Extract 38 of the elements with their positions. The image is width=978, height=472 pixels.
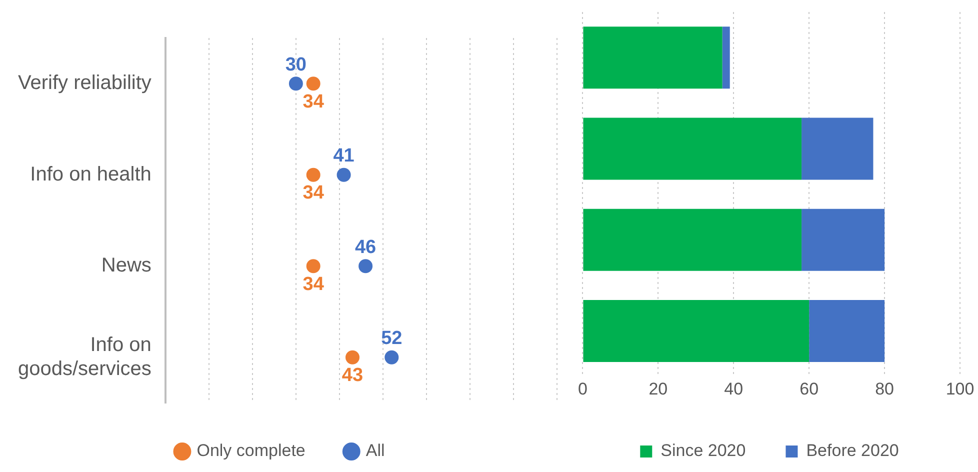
data-label: 41	[333, 146, 355, 167]
point	[288, 76, 303, 91]
bar	[722, 26, 730, 89]
point	[358, 259, 373, 274]
y-tick-label: News	[101, 254, 152, 277]
x-tick-label: 20	[648, 379, 668, 398]
y-tick-label: Info on goods/services	[18, 334, 152, 380]
bar	[802, 208, 885, 271]
legend-label: All	[366, 441, 385, 460]
bar	[802, 118, 874, 180]
point	[306, 76, 320, 91]
y-tick-label: Verify reliability	[18, 72, 152, 94]
point	[306, 259, 320, 274]
legend-label: Before 2020	[806, 441, 899, 460]
point	[336, 168, 351, 182]
y-tick-label: Info on health	[30, 163, 152, 186]
x-tick-label: 100	[946, 379, 974, 398]
data-label: 34	[302, 274, 324, 295]
bar	[583, 300, 810, 362]
data-label: 34	[302, 91, 324, 112]
bar	[583, 26, 722, 89]
point	[345, 350, 360, 364]
x-tick-label: 60	[800, 379, 819, 398]
x-tick-label: 40	[724, 379, 744, 398]
x-tick-label: 0	[578, 379, 588, 398]
point	[306, 168, 320, 182]
bar	[583, 208, 802, 271]
legend-label: Since 2020	[660, 441, 746, 460]
data-label: 34	[302, 182, 324, 204]
legend-label: Only complete	[196, 441, 306, 460]
data-label: 46	[354, 236, 376, 258]
data-label: 52	[381, 328, 402, 350]
point	[384, 350, 399, 364]
data-label: 43	[342, 365, 364, 386]
data-label: 30	[285, 54, 307, 76]
bar	[583, 118, 802, 180]
x-tick-label: 80	[875, 379, 894, 398]
bar	[809, 300, 885, 362]
